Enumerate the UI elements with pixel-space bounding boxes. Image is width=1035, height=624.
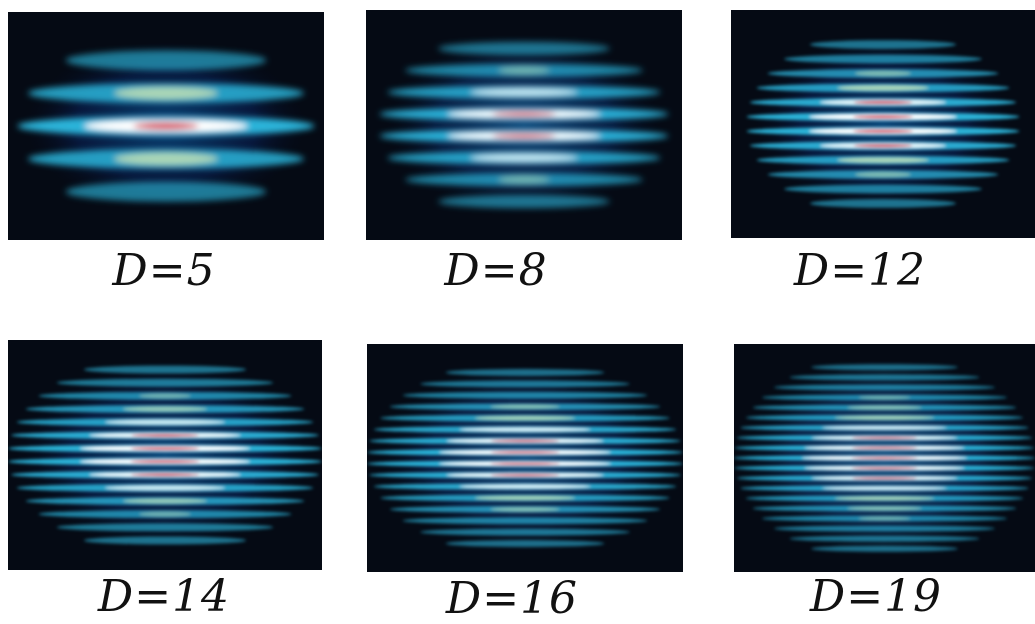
fringe-core xyxy=(104,419,226,425)
fringe-band xyxy=(83,365,247,374)
fringe-core xyxy=(490,404,560,409)
fringe-core xyxy=(822,425,947,430)
fringe-core xyxy=(114,152,218,166)
fringe-peak xyxy=(851,456,918,460)
fringe-peak xyxy=(852,129,914,133)
fringe-band xyxy=(811,545,958,552)
fringe-halo xyxy=(367,357,683,559)
caption-d19: D=19 xyxy=(809,571,943,622)
fringe-band xyxy=(420,528,630,536)
fringe-band xyxy=(784,54,982,64)
fringe-pattern-d16 xyxy=(367,357,683,559)
fringe-image-d14 xyxy=(8,340,322,570)
fringe-image-d12 xyxy=(731,10,1035,238)
fringe-pattern-d8 xyxy=(375,28,673,222)
fringe-band xyxy=(402,391,648,399)
fringe-core xyxy=(847,405,922,410)
fringe-band xyxy=(56,523,274,532)
fringe-core xyxy=(459,427,591,432)
fringe-band xyxy=(438,194,610,209)
fringe-core xyxy=(470,88,578,97)
fringe-band xyxy=(774,384,995,391)
fringe-core xyxy=(122,498,208,504)
caption-d14: D=14 xyxy=(97,571,231,622)
fringe-core xyxy=(854,171,912,178)
fringe-core xyxy=(474,415,576,421)
fringe-core xyxy=(822,486,947,491)
fringe-core xyxy=(459,484,591,489)
fringe-peak xyxy=(131,433,199,437)
fringe-band xyxy=(83,536,247,545)
fringe-peak xyxy=(130,446,200,450)
fringe-peak xyxy=(852,477,917,480)
caption-d5: D=5 xyxy=(112,245,216,296)
fringe-core xyxy=(139,511,191,517)
fringe-peak xyxy=(492,133,556,139)
fringe-halo xyxy=(8,353,322,557)
caption-d12: D=12 xyxy=(793,245,927,296)
fringe-halo xyxy=(375,28,673,222)
fringe-band xyxy=(420,380,630,388)
fringe-core xyxy=(498,175,550,184)
fringe-peak xyxy=(133,122,199,130)
fringe-core xyxy=(114,86,218,100)
fringe-peak xyxy=(492,111,556,117)
fringe-band xyxy=(811,364,958,371)
fringe-core xyxy=(122,406,208,412)
fringe-peak xyxy=(851,446,918,450)
fringe-band xyxy=(809,40,957,49)
fringe-peak xyxy=(131,473,199,477)
fringe-band xyxy=(809,199,957,208)
fringe-band xyxy=(56,378,274,387)
fringe-band xyxy=(789,535,980,542)
fringe-core xyxy=(834,415,935,420)
fringe-peak xyxy=(490,451,560,454)
fringe-core xyxy=(139,393,191,399)
fringe-pattern-d14 xyxy=(8,353,322,557)
caption-d8: D=8 xyxy=(444,245,548,296)
fringe-pattern-d19 xyxy=(734,352,1035,564)
fringe-band xyxy=(445,540,605,547)
fringe-core xyxy=(490,507,560,512)
fringe-peak xyxy=(490,462,560,465)
fringe-peak xyxy=(852,436,917,439)
fringe-pattern-d12 xyxy=(743,28,1023,220)
fringe-band xyxy=(438,41,610,56)
fringe-core xyxy=(858,395,911,400)
fringe-image-d8 xyxy=(366,10,682,240)
fringe-image-d16 xyxy=(367,344,683,572)
fringe-core xyxy=(837,85,929,91)
fringe-peak xyxy=(853,100,913,104)
fringe-peak xyxy=(851,466,918,470)
fringe-core xyxy=(498,66,550,75)
fringe-band xyxy=(65,50,267,71)
fringe-band xyxy=(774,525,995,532)
fringe-peak xyxy=(852,115,914,119)
fringe-peak xyxy=(853,144,913,148)
fringe-core xyxy=(854,70,912,77)
fringe-band xyxy=(789,374,980,381)
fringe-core xyxy=(104,485,226,491)
fringe-core xyxy=(837,157,929,163)
fringe-pattern-d5 xyxy=(14,35,318,217)
fringe-peak xyxy=(490,473,560,477)
fringe-band xyxy=(784,184,982,194)
fringe-peak xyxy=(130,460,200,464)
fringe-band xyxy=(445,369,605,376)
fringe-core xyxy=(470,153,578,162)
fringe-image-d19 xyxy=(734,344,1035,572)
fringe-core xyxy=(858,516,911,521)
caption-d16: D=16 xyxy=(445,573,579,624)
fringe-band xyxy=(402,517,648,525)
fringe-core xyxy=(474,495,576,501)
fringe-image-d5 xyxy=(8,12,324,240)
fringe-core xyxy=(847,506,922,511)
fringe-peak xyxy=(490,439,560,443)
fringe-band xyxy=(65,181,267,202)
fringe-core xyxy=(834,496,935,501)
